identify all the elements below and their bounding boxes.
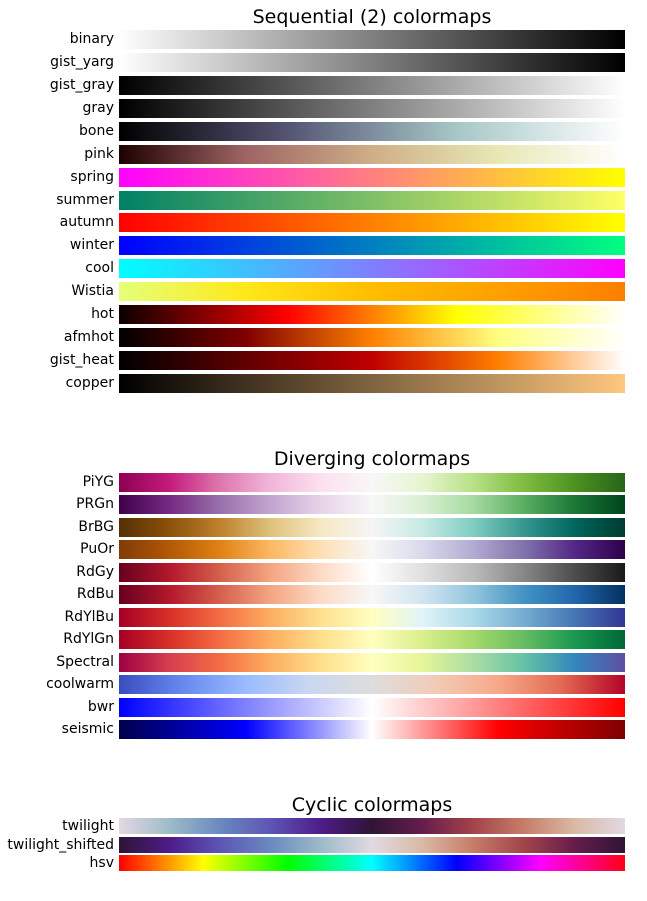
colormap-label: BrBG [78,519,114,535]
colormap-bar [119,585,625,604]
colormap-label: gist_heat [49,352,114,368]
colormap-row: RdYlGn [0,630,647,649]
colormap-label: hsv [89,855,114,871]
colormap-row: gray [0,99,647,118]
colormap-label: summer [56,192,114,208]
colormap-bar [119,30,625,49]
panel-title: Sequential (2) colormaps [252,6,492,28]
colormap-label: pink [84,146,114,162]
colormap-label: twilight [62,818,114,834]
colormap-bar [119,720,625,739]
colormap-bar [119,818,625,834]
colormap-bar [119,122,625,141]
colormap-row: PiYG [0,473,647,492]
colormap-bar [119,540,625,559]
colormap-label: Spectral [56,654,114,670]
colormap-label: gist_yarg [50,54,114,70]
colormap-label: coolwarm [46,676,114,692]
colormap-row: binary [0,30,647,49]
panel-title: Diverging colormaps [273,448,471,470]
colormap-label: RdBu [76,586,114,602]
colormap-bar [119,328,625,347]
colormap-row: PuOr [0,540,647,559]
colormap-label: RdYlBu [64,609,114,625]
colormap-label: Wistia [71,283,114,299]
colormap-bar [119,630,625,649]
colormap-label: bone [79,123,114,139]
colormap-label: bwr [87,699,114,715]
colormap-label: twilight_shifted [7,837,114,853]
colormap-row: pink [0,145,647,164]
colormap-bar [119,191,625,210]
colormap-row: hot [0,305,647,324]
colormap-bar [119,608,625,627]
colormap-bar [119,53,625,72]
panel-title: Cyclic colormaps [291,794,453,816]
colormap-bar [119,473,625,492]
colormap-row: PRGn [0,495,647,514]
colormap-bar [119,563,625,582]
colormap-row: twilight_shifted [0,837,647,853]
colormap-label: RdYlGn [63,631,114,647]
colormap-row: Spectral [0,653,647,672]
colormap-row: autumn [0,213,647,232]
colormap-row: afmhot [0,328,647,347]
colormap-row: gist_yarg [0,53,647,72]
colormap-label: hot [91,306,114,322]
colormap-bar [119,76,625,95]
colormap-bar [119,653,625,672]
colormap-bar [119,675,625,694]
colormap-label: copper [65,375,114,391]
colormap-row: bone [0,122,647,141]
colormap-label: afmhot [63,329,114,345]
colormap-bar [119,837,625,853]
colormap-label: PiYG [82,474,114,490]
colormap-label: cool [85,260,114,276]
colormap-row: gist_heat [0,351,647,370]
colormap-row: coolwarm [0,675,647,694]
colormap-row: Wistia [0,282,647,301]
colormap-bar [119,698,625,717]
colormap-row: copper [0,374,647,393]
colormap-bar [119,855,625,871]
colormap-label: gist_gray [49,77,114,93]
colormap-row: summer [0,191,647,210]
colormap-bar [119,236,625,255]
colormap-label: RdGy [76,564,114,580]
colormap-row: seismic [0,720,647,739]
colormap-row: RdBu [0,585,647,604]
colormap-row: winter [0,236,647,255]
colormap-row: gist_gray [0,76,647,95]
colormap-label: gray [82,100,114,116]
colormap-bar [119,259,625,278]
colormap-bar [119,282,625,301]
colormap-row: spring [0,168,647,187]
colormap-bar [119,305,625,324]
colormap-label: binary [69,31,114,47]
colormap-bar [119,213,625,232]
colormap-label: winter [69,237,114,253]
colormap-row: RdGy [0,563,647,582]
colormap-bar [119,374,625,393]
colormap-row: RdYlBu [0,608,647,627]
colormap-bar [119,168,625,187]
colormap-bar [119,495,625,514]
colormap-bar [119,518,625,537]
colormap-label: PuOr [80,541,114,557]
colormap-row: cool [0,259,647,278]
colormap-row: bwr [0,698,647,717]
colormap-label: autumn [59,214,114,230]
colormap-row: hsv [0,855,647,871]
colormap-label: spring [70,169,114,185]
colormap-bar [119,351,625,370]
colormap-row: BrBG [0,518,647,537]
colormap-row: twilight [0,818,647,834]
colormap-bar [119,99,625,118]
colormap-label: seismic [61,721,114,737]
colormap-label: PRGn [76,496,114,512]
colormap-bar [119,145,625,164]
